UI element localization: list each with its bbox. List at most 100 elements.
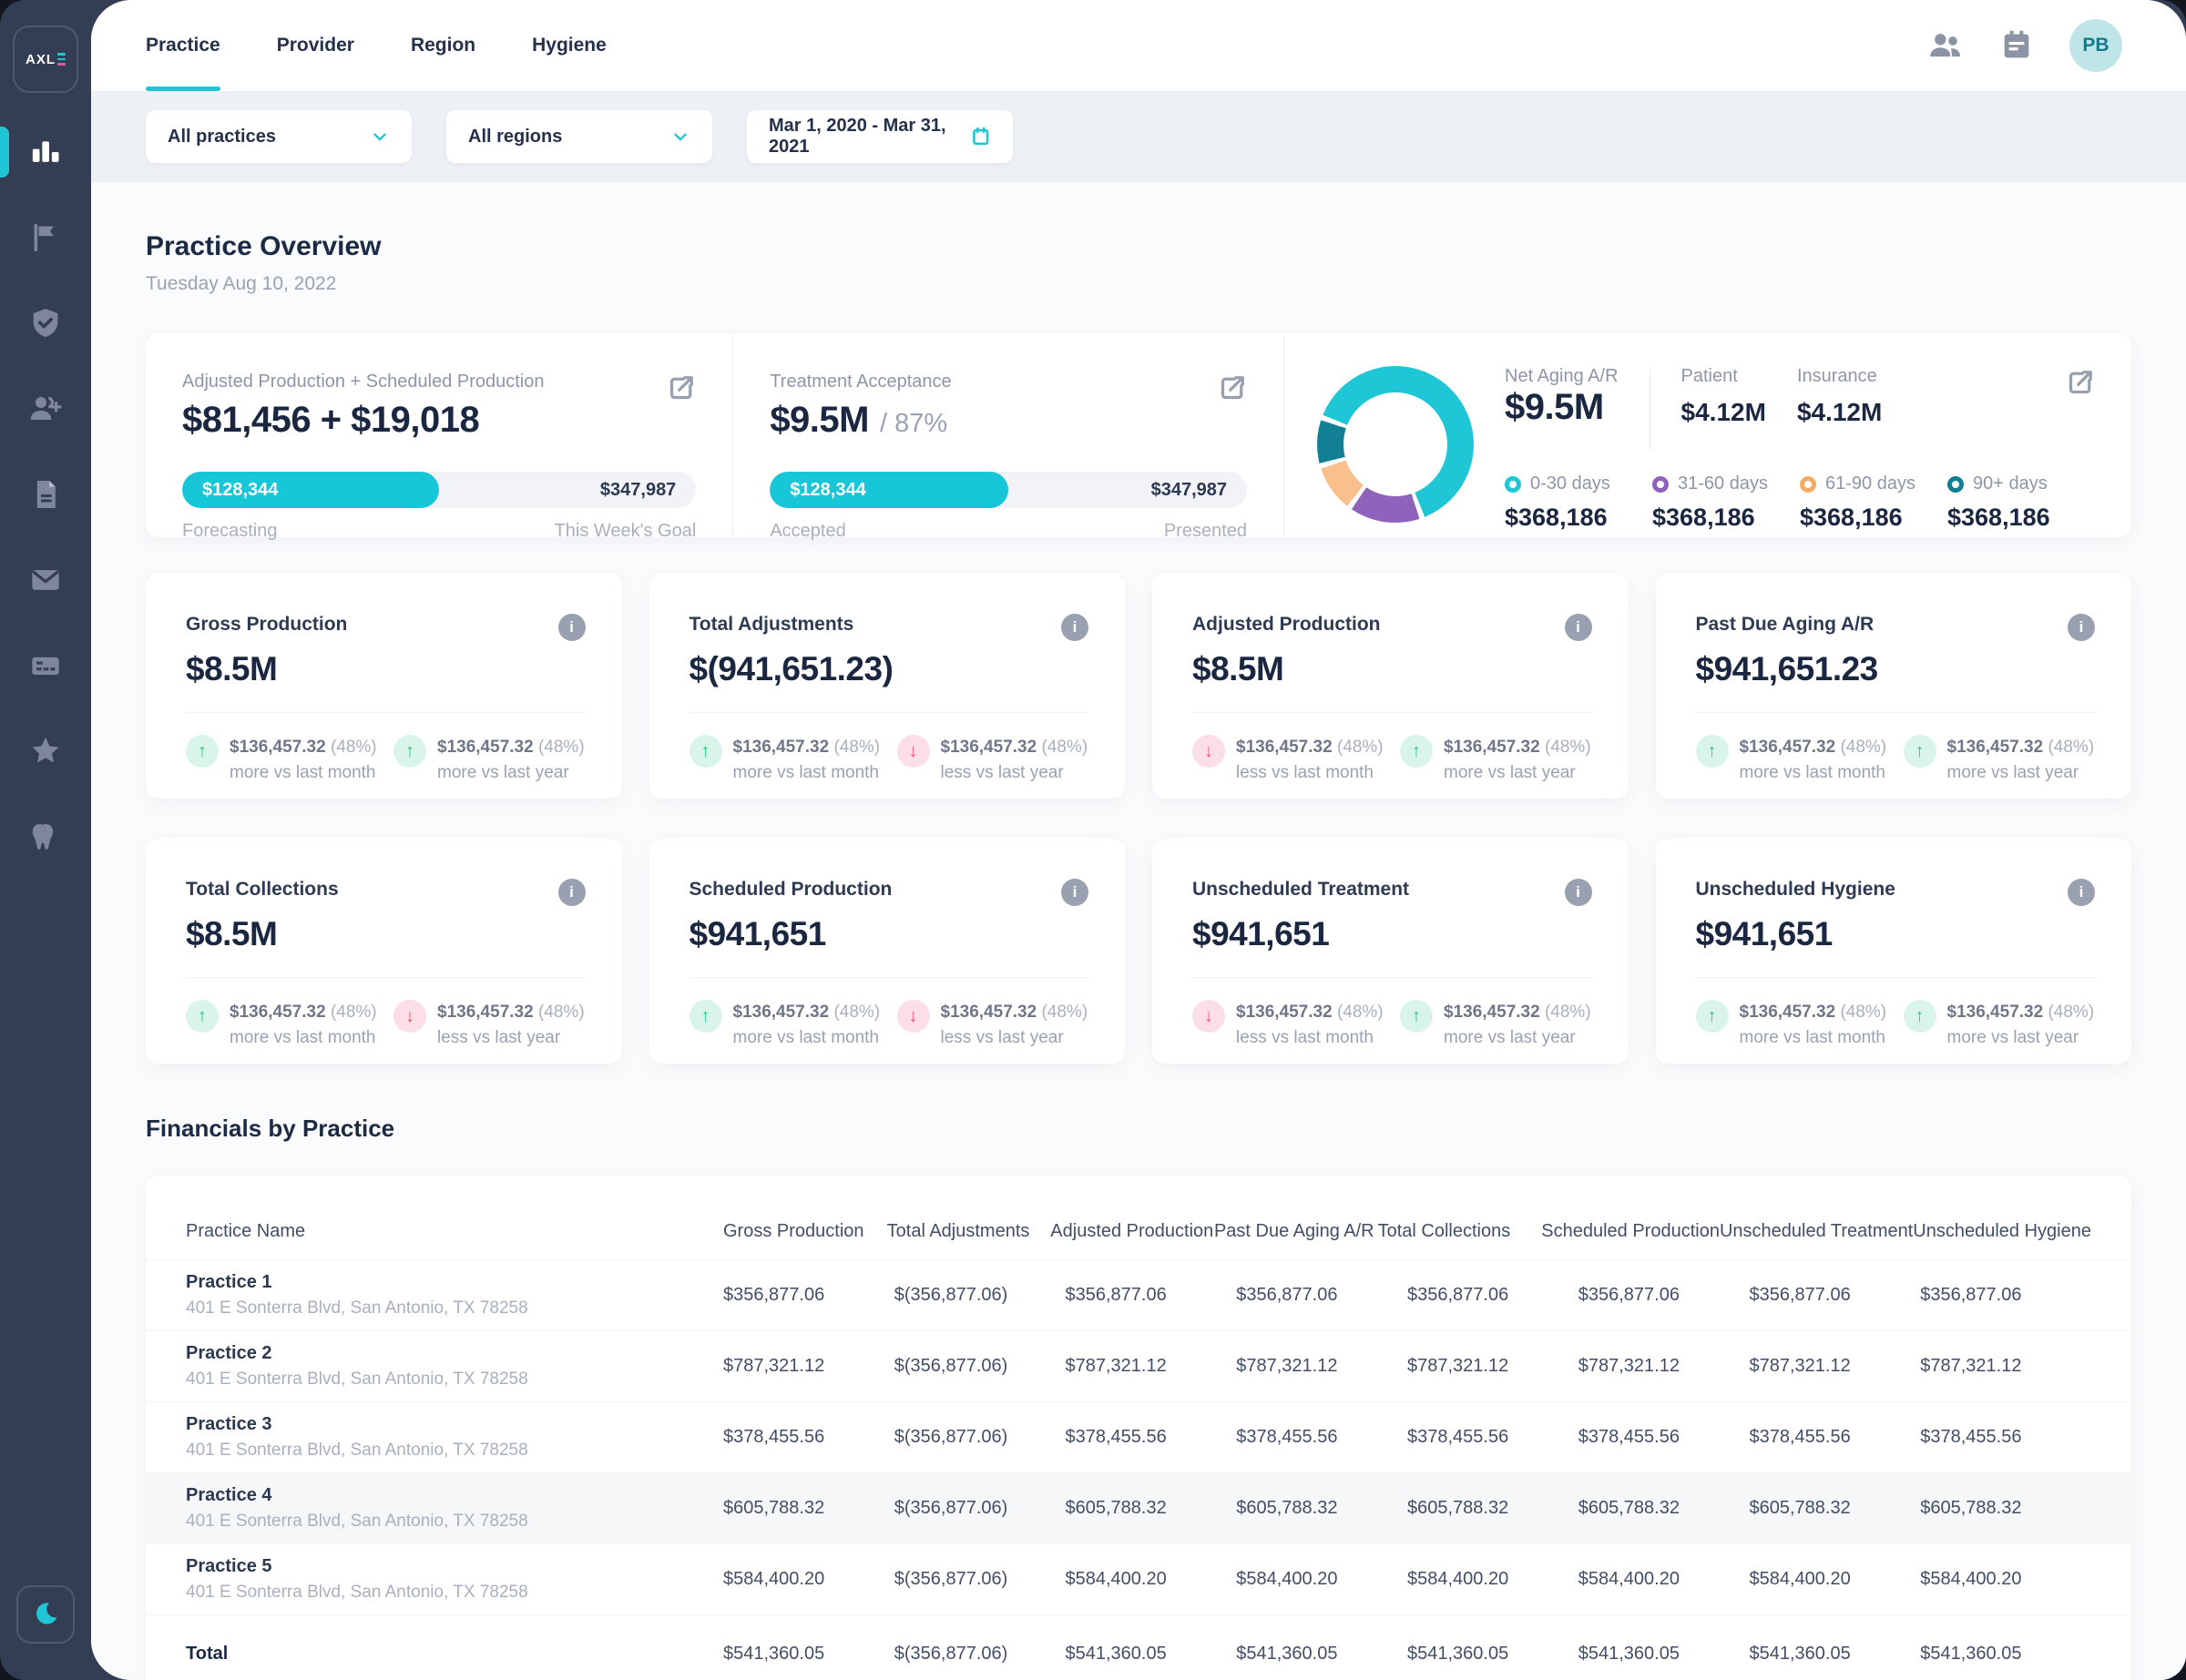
table-cell: $541,360.05	[1065, 1644, 1167, 1664]
table-cell: $584,400.20	[1578, 1569, 1680, 1589]
progress-right-caption: This Week's Goal	[554, 521, 697, 541]
column-header: Total Adjustments	[886, 1220, 1030, 1241]
legend-item-31-60: 31-60 days $368,186	[1652, 473, 1768, 531]
trend-vs-last-year: ↓ $136,457.32 (48%) less vs last year	[393, 1000, 585, 1050]
insurance-value: $4.12M	[1796, 398, 1883, 426]
info-icon[interactable]: i	[2068, 879, 2095, 906]
info-icon[interactable]: i	[557, 879, 586, 906]
summary-card: Adjusted Production + Scheduled Producti…	[146, 333, 2131, 541]
brand-logo-text: AXL	[26, 51, 56, 67]
tab-region[interactable]: Region	[410, 35, 476, 56]
kpi-value: $941,651	[1695, 915, 1834, 952]
financials-title: Financials by Practice	[146, 1115, 395, 1142]
sidebar-item-bar-chart[interactable]	[0, 109, 91, 195]
trend-up-icon: ↑	[186, 735, 219, 768]
tab-provider[interactable]: Provider	[276, 35, 354, 56]
sidebar-item-document[interactable]	[0, 452, 91, 537]
trend-vs-last-month: ↑ $136,457.32 (48%) more vs last month	[1695, 735, 1904, 785]
trend-vs-last-year: ↑ $136,457.32 (48%) more vs last year	[1400, 1000, 1591, 1050]
kpi-value: $941,651.23	[1695, 650, 1879, 687]
shield-check-icon	[33, 309, 58, 337]
table-cell: $541,360.05	[1407, 1644, 1509, 1664]
column-header: Past Due Aging A/R	[1213, 1220, 1374, 1241]
info-icon[interactable]: i	[557, 614, 586, 641]
sidebar-item-star[interactable]	[0, 708, 91, 794]
trend-down-icon: ↓	[1192, 1000, 1225, 1033]
dark-mode-toggle[interactable]	[16, 1585, 75, 1644]
legend-item-61-90: 61-90 days $368,186	[1800, 473, 1915, 531]
table-row-practice-3[interactable]: Practice 3 401 E Sonterra Blvd, San Anton…	[146, 1401, 2131, 1472]
avatar[interactable]: PB	[2069, 19, 2122, 72]
insurance-label: Insurance	[1796, 366, 1877, 386]
net-aging-value: $9.5M	[1505, 387, 1604, 427]
calendar-icon[interactable]	[1998, 27, 2035, 64]
external-link-icon[interactable]	[1216, 372, 1249, 404]
external-link-icon[interactable]	[2064, 366, 2097, 399]
kpi-value: $8.5M	[186, 915, 278, 952]
info-icon[interactable]: i	[1564, 614, 1592, 641]
trend-vs-last-month: ↓ $136,457.32 (48%) less vs last month	[1192, 735, 1400, 785]
table-cell: $787,321.12	[1236, 1356, 1338, 1376]
sidebar-item-tooth[interactable]	[0, 794, 91, 880]
flag-icon	[34, 224, 54, 251]
sidebar-item-mail[interactable]	[0, 537, 91, 623]
date-range-value: Mar 1, 2020 - Mar 31, 2021	[769, 116, 946, 157]
table-cell: $(356,877.06)	[894, 1644, 1008, 1664]
table-cell: $584,400.20	[1920, 1569, 2022, 1589]
user-plus-icon	[30, 397, 62, 420]
active-indicator	[0, 127, 9, 178]
table-cell: $541,360.05	[1236, 1644, 1338, 1664]
total-label: Total	[186, 1644, 229, 1664]
table-cell: $605,788.32	[1407, 1498, 1509, 1518]
practices-select[interactable]: All practices	[146, 110, 412, 163]
table-cell: $787,321.12	[1920, 1356, 2022, 1376]
main-panel: Practice Provider Region Hygiene PB All …	[91, 0, 2186, 1680]
acceptance-label: Treatment Acceptance	[770, 372, 952, 392]
table-cell: $378,455.56	[1920, 1427, 2022, 1447]
external-link-icon[interactable]	[665, 372, 698, 404]
tooth-icon	[32, 824, 54, 850]
table-cell: $378,455.56	[1578, 1427, 1680, 1447]
kpi-value: $(941,651.23)	[689, 650, 894, 687]
table-row-practice-2[interactable]: Practice 2 401 E Sonterra Blvd, San Anton…	[146, 1330, 2131, 1401]
info-icon[interactable]: i	[1564, 879, 1592, 906]
table-cell: $(356,877.06)	[894, 1569, 1008, 1589]
kpi-value: $941,651	[1192, 915, 1330, 952]
legend-dot-icon	[1947, 475, 1964, 493]
date-range-picker[interactable]: Mar 1, 2020 - Mar 31, 2021	[747, 110, 1013, 163]
trend-vs-last-year: ↓ $136,457.32 (48%) less vs last year	[896, 735, 1088, 785]
chevron-down-icon	[373, 133, 386, 141]
moon-icon	[36, 1603, 57, 1624]
star-icon	[32, 738, 59, 763]
sidebar-item-flag[interactable]	[0, 195, 91, 280]
practices-select-value: All practices	[168, 126, 276, 147]
calendar-icon	[972, 127, 988, 146]
trend-down-icon: ↓	[896, 735, 930, 768]
trend-up-icon: ↑	[1695, 735, 1729, 768]
progress-left-caption: Forecasting	[182, 521, 278, 541]
kpi-card-total-collections: Total Collections i $8.5M ↑ $136,457.32 (4…	[146, 839, 622, 1064]
table-row-practice-1[interactable]: Practice 1 401 E Sonterra Blvd, San Anton…	[146, 1259, 2131, 1330]
tab-practice[interactable]: Practice	[146, 0, 220, 91]
regions-select-value: All regions	[468, 126, 563, 147]
table-row-practice-5[interactable]: Practice 5 401 E Sonterra Blvd, San Anton…	[146, 1543, 2131, 1614]
trend-vs-last-month: ↑ $136,457.32 (48%) more vs last month	[689, 735, 897, 785]
table-header-row: Practice Name Gross Production Total Adj…	[146, 1203, 2131, 1259]
info-icon[interactable]: i	[1061, 879, 1088, 906]
aging-donut-chart	[1317, 366, 1474, 523]
trend-up-icon: ↑	[1903, 1000, 1936, 1033]
regions-select[interactable]: All regions	[446, 110, 712, 163]
table-row-practice-4[interactable]: Practice 4 401 E Sonterra Blvd, San Anton…	[146, 1472, 2131, 1543]
brand-logo[interactable]: AXL	[13, 25, 78, 93]
trend-down-icon: ↓	[1192, 735, 1225, 768]
info-icon[interactable]: i	[2068, 614, 2095, 641]
tab-hygiene[interactable]: Hygiene	[532, 35, 607, 56]
sidebar-item-card[interactable]	[0, 623, 91, 708]
trend-up-icon: ↑	[186, 1000, 219, 1033]
users-icon[interactable]	[1927, 27, 1964, 64]
page-date: Tuesday Aug 10, 2022	[146, 273, 337, 294]
info-icon[interactable]: i	[1061, 614, 1088, 641]
sidebar-item-user-plus[interactable]	[0, 366, 91, 452]
sidebar-item-shield-check[interactable]	[0, 280, 91, 366]
